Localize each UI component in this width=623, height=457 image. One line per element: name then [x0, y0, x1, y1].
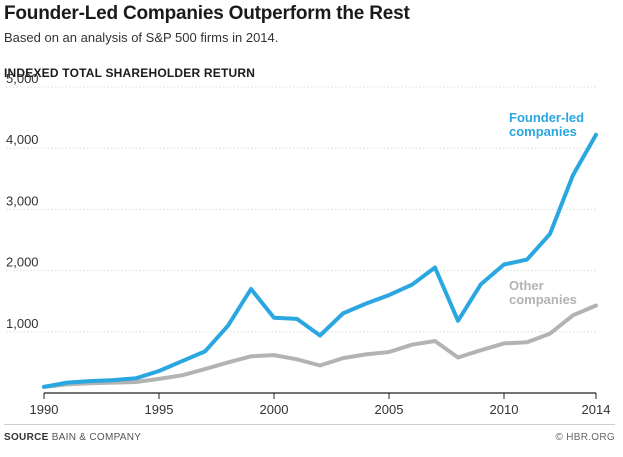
credit-note: © HBR.ORG [555, 432, 615, 443]
x-tick-label: 1990 [30, 402, 59, 417]
series-line-0 [42, 132, 598, 389]
series-line-1 [42, 303, 598, 389]
gridlines [6, 86, 596, 333]
x-tick-label: 1995 [145, 402, 174, 417]
chart-title: Founder-Led Companies Outperform the Res… [4, 3, 410, 24]
y-tick-label: 2,000 [6, 255, 39, 270]
line-chart: 1,000 2,000 3,000 4,000 5,000 1990 1995 2000 20… [6, 71, 611, 417]
footer-divider [4, 424, 615, 425]
y-tick-label: 3,000 [6, 193, 39, 208]
y-tick-label: 5,000 [6, 71, 39, 86]
x-axis: 1990 1995 2000 2005 2010 2014 [30, 392, 611, 417]
x-tick-label: 2005 [375, 402, 404, 417]
source-note: SOURCE BAIN & COMPANY [4, 432, 141, 443]
y-tick-label: 4,000 [6, 132, 39, 147]
x-tick-label: 2014 [582, 402, 611, 417]
series-label-1: companies [509, 292, 577, 307]
series-label-0: companies [509, 124, 577, 139]
y-tick-labels: 1,000 2,000 3,000 4,000 5,000 [6, 71, 39, 331]
y-axis-label: INDEXED TOTAL SHAREHOLDER RETURN [4, 66, 256, 80]
x-tick-label: 2000 [260, 402, 289, 417]
x-tick-label: 2010 [490, 402, 519, 417]
source-value: BAIN & COMPANY [51, 432, 142, 443]
source-key: SOURCE [4, 432, 49, 443]
series-label-1: Other [509, 278, 544, 293]
series-label-0: Founder-led [509, 110, 584, 125]
y-tick-label: 1,000 [6, 316, 39, 331]
chart-subtitle: Based on an analysis of S&P 500 firms in… [4, 30, 279, 45]
series-lines [42, 132, 598, 389]
